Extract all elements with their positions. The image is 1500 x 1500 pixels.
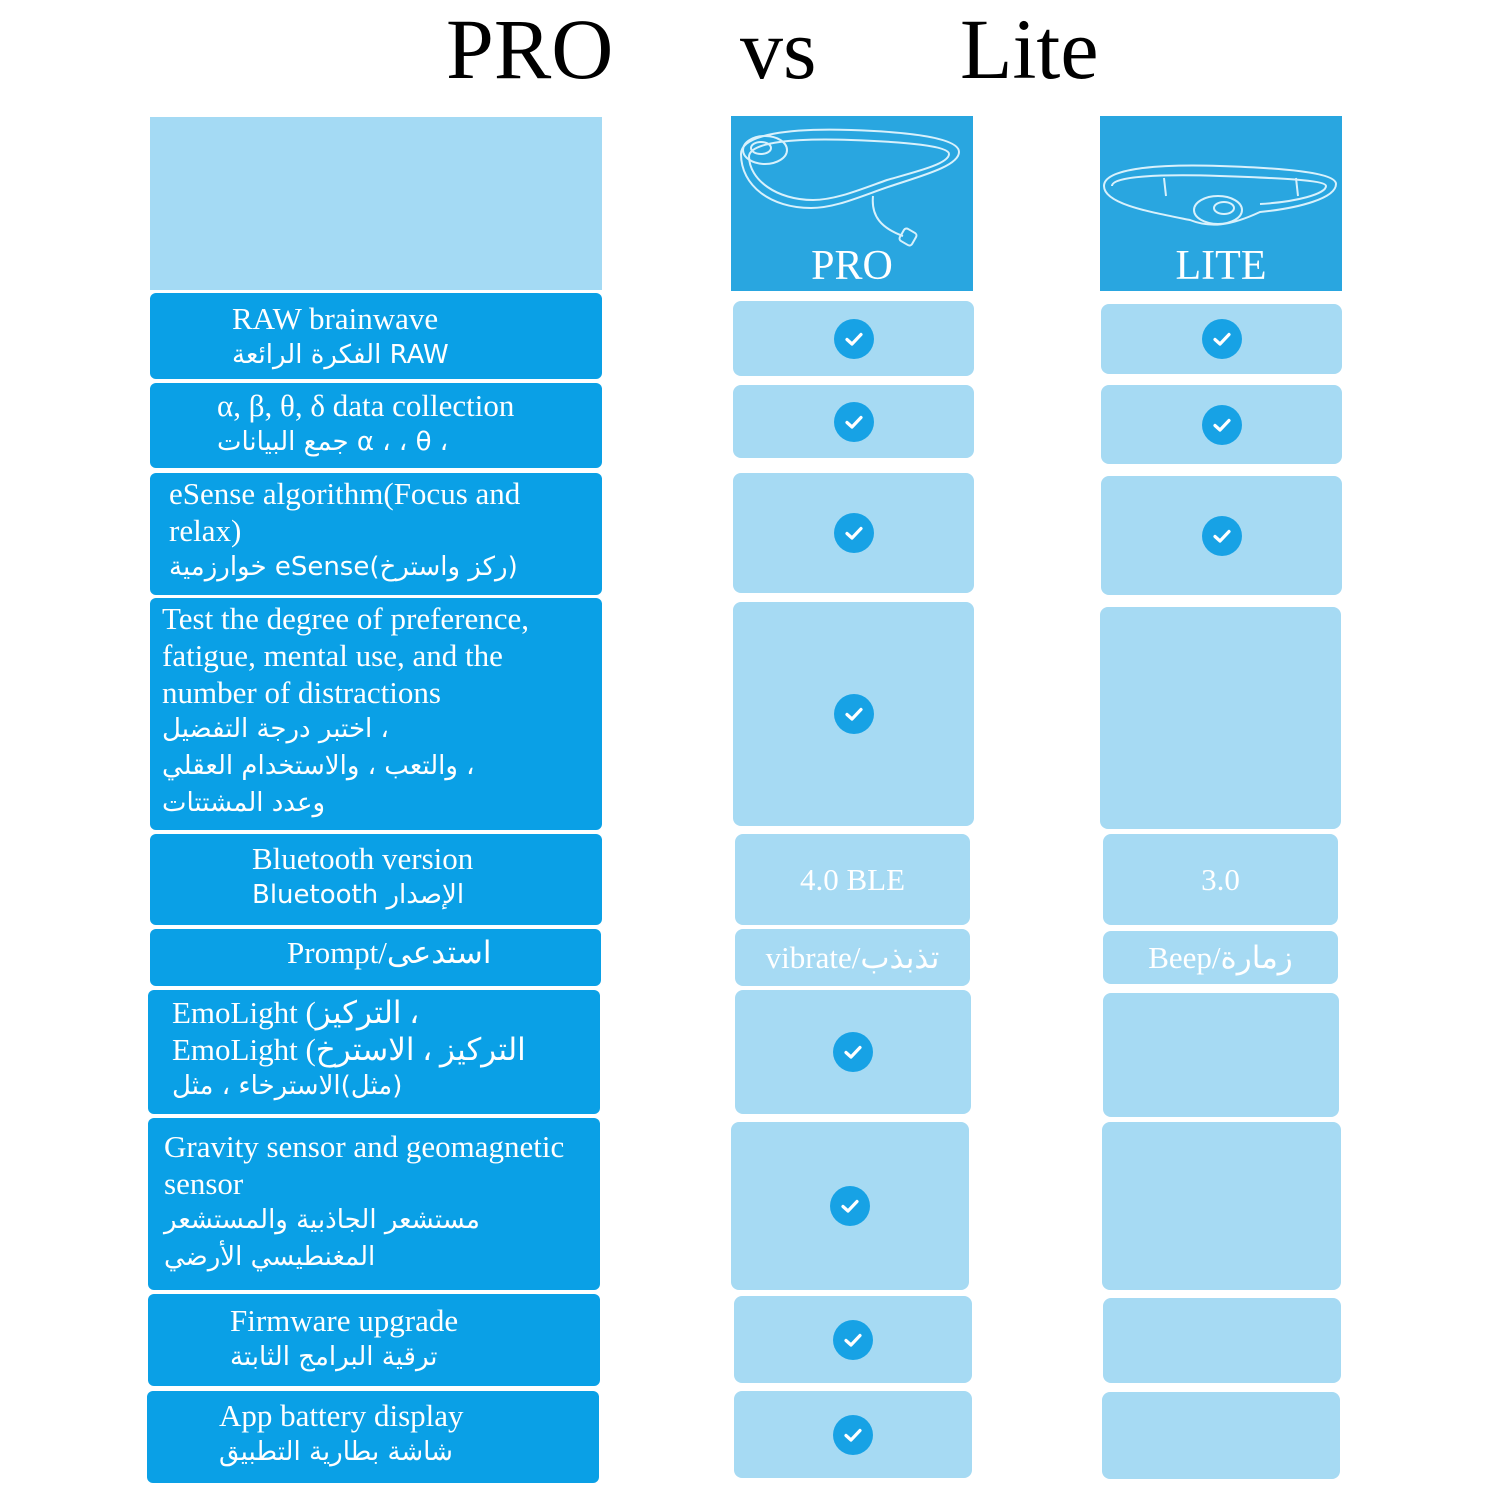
feature-raw-brainwave: RAW brainwave الفكرة الرائعة RAW <box>150 293 602 379</box>
lite-cell-battery <box>1102 1392 1340 1479</box>
check-circle-icon <box>833 318 874 359</box>
feature-emolight: EmoLight (التركيز ، EmoLight (التركيز ، … <box>148 990 600 1114</box>
feature-label: α, β, θ, δ data collection <box>217 388 515 423</box>
pro-bluetooth-value: 4.0 BLE <box>799 861 906 897</box>
feature-label-arabic: الفكرة الرائعة RAW <box>232 340 449 370</box>
feature-label: Firmware upgrade <box>230 1303 459 1338</box>
feature-esense-algorithm: eSense algorithm(Focus and relax) خوارزم… <box>150 473 602 595</box>
feature-label-arabic: اختبر درجة التفضيل ، <box>162 714 389 744</box>
lite-cell-raw-brainwave <box>1101 304 1342 374</box>
pro-cell-firmware <box>734 1296 972 1383</box>
check-circle-icon <box>833 513 874 553</box>
feature-label-arabic: شاشة بطارية التطبيق <box>219 1437 453 1467</box>
pro-cell-data-collection <box>733 385 974 458</box>
lite-cell-prompt: Beep/زمارة <box>1103 931 1338 984</box>
feature-label: relax) <box>169 513 242 548</box>
title-vs: vs <box>740 1 817 97</box>
feature-label: App battery display <box>219 1398 464 1433</box>
feature-label-arabic: والتعب ، والاستخدام العقلي ، <box>162 751 475 781</box>
headband-device-icon <box>1102 164 1338 226</box>
feature-label: Bluetooth version <box>252 841 474 876</box>
feature-label-arabic: خوارزمية eSense(ركز واسترخ) <box>169 552 518 582</box>
feature-label-arabic: جمع البيانات α ، ، θ ، <box>217 427 449 457</box>
feature-label: sensor <box>164 1166 244 1201</box>
feature-label: Test the degree of preference, <box>162 601 530 636</box>
title-pro: PRO <box>446 1 614 97</box>
check-circle-icon <box>1201 319 1242 359</box>
lite-prompt-value: Beep/زمارة <box>1148 939 1293 975</box>
feature-header-blank <box>150 117 602 290</box>
feature-label-arabic: مثل)الاسترخاء ، مثل) <box>172 1071 403 1101</box>
product-name-pro: PRO <box>811 243 893 289</box>
lite-cell-esense <box>1101 476 1342 595</box>
lite-cell-firmware <box>1103 1298 1341 1383</box>
feature-label-arabic: وعدد المشتتات <box>162 788 326 818</box>
feature-label: RAW brainwave <box>232 301 439 336</box>
feature-label-arabic: Bluetooth الإصدار <box>252 880 465 910</box>
feature-label: Prompt/استدعى <box>287 935 492 970</box>
feature-label: EmoLight (التركيز ، <box>172 995 420 1030</box>
feature-label: fatigue, mental use, and the <box>162 638 503 673</box>
check-circle-icon <box>1201 515 1242 556</box>
lite-bluetooth-value: 3.0 <box>1201 861 1240 897</box>
pro-cell-emolight <box>735 990 971 1114</box>
feature-bluetooth-version: Bluetooth version Bluetooth الإصدار <box>150 834 602 925</box>
product-name-lite: LITE <box>1175 243 1267 289</box>
feature-data-collection: α, β, θ, δ data collection جمع البيانات … <box>150 383 602 468</box>
check-circle-icon <box>1201 404 1242 445</box>
pro-cell-preference-test <box>733 602 974 826</box>
feature-preference-test: Test the degree of preference, fatigue, … <box>150 598 602 830</box>
pro-cell-raw-brainwave <box>733 301 974 376</box>
feature-label: EmoLight (التركيز ، الاسترخ <box>172 1032 526 1067</box>
check-circle-icon <box>833 401 874 442</box>
lite-cell-bluetooth: 3.0 <box>1103 834 1338 925</box>
lite-cell-preference-test <box>1100 607 1341 829</box>
product-header-lite: LITE <box>1100 116 1342 291</box>
feature-gravity-sensor: Gravity sensor and geomagnetic sensor مس… <box>148 1118 600 1290</box>
feature-label: Gravity sensor and geomagnetic <box>164 1129 565 1164</box>
lite-cell-emolight <box>1103 993 1339 1117</box>
feature-label-arabic: ترقية البرامج الثابتة <box>230 1342 438 1372</box>
headband-device-icon <box>739 128 961 247</box>
feature-prompt: Prompt/استدعى <box>150 929 601 986</box>
pro-cell-battery <box>734 1391 972 1478</box>
feature-battery-display: App battery display شاشة بطارية التطبيق <box>147 1391 599 1483</box>
pro-cell-prompt: vibrate/تذبذب <box>735 929 970 986</box>
feature-label-arabic: المغنطيسي الأرضي <box>164 1242 376 1272</box>
check-circle-icon <box>833 1414 873 1455</box>
lite-cell-gravity-sensor <box>1102 1122 1341 1290</box>
lite-cell-data-collection <box>1101 385 1342 464</box>
feature-firmware-upgrade: Firmware upgrade ترقية البرامج الثابتة <box>148 1294 600 1386</box>
title-lite: Lite <box>960 1 1099 97</box>
feature-label: eSense algorithm(Focus and <box>169 476 521 511</box>
pro-prompt-value: vibrate/تذبذب <box>765 939 940 975</box>
check-circle-icon <box>833 1319 873 1360</box>
pro-cell-bluetooth: 4.0 BLE <box>735 834 970 925</box>
product-header-pro: PRO <box>731 116 973 291</box>
feature-label-arabic: مستشعر الجاذبية والمستشعر <box>164 1205 480 1235</box>
check-circle-icon <box>833 1032 873 1072</box>
feature-label: number of distractions <box>162 675 441 710</box>
check-circle-icon <box>830 1186 870 1226</box>
pro-cell-gravity-sensor <box>731 1122 969 1290</box>
pro-cell-esense <box>733 473 974 593</box>
check-circle-icon <box>833 694 874 734</box>
